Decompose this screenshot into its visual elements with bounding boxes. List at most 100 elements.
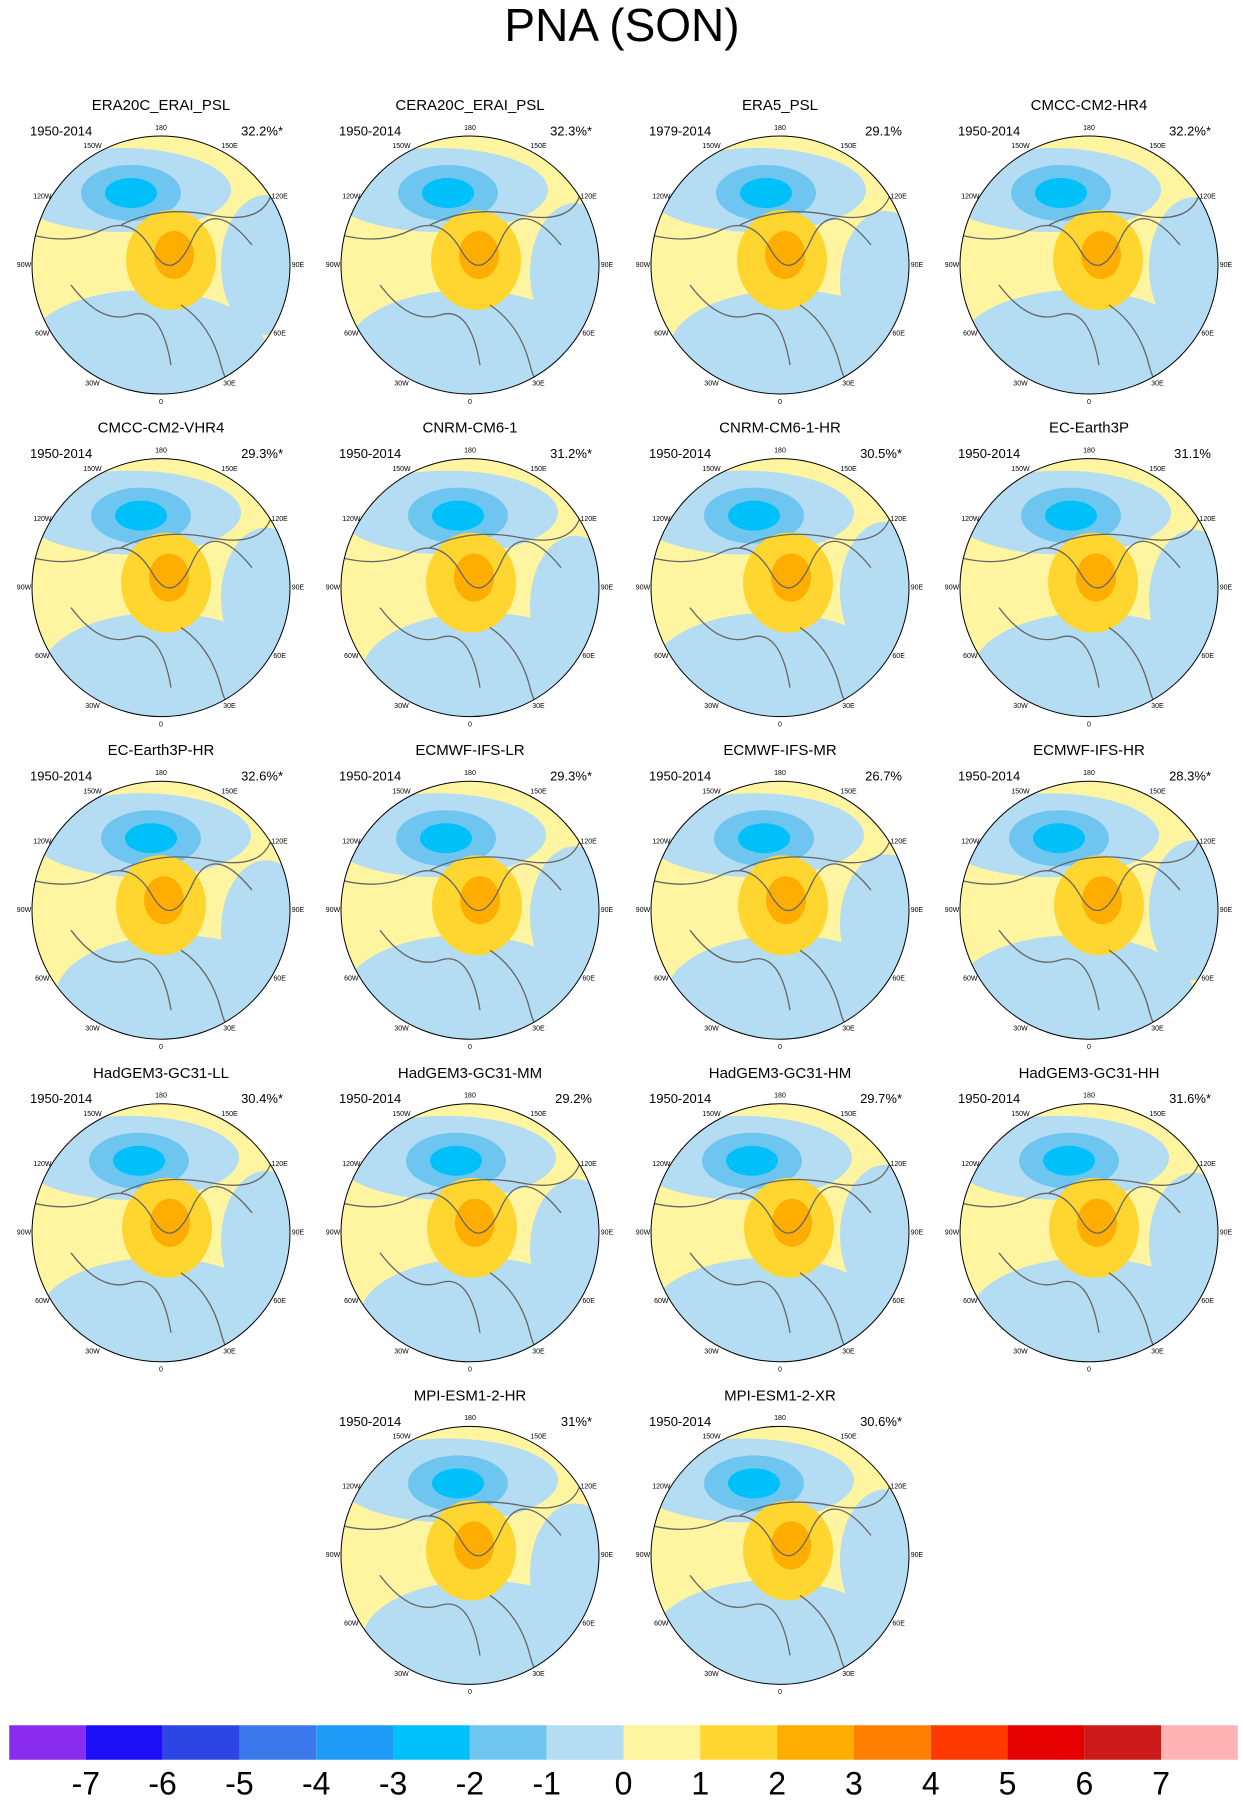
coastline xyxy=(341,839,581,1038)
map-border xyxy=(340,780,600,1040)
map-border xyxy=(31,458,291,718)
coastline xyxy=(651,1162,891,1361)
longitude-label: 150E xyxy=(840,466,857,473)
longitude-label: 120W xyxy=(961,1161,980,1168)
longitude-label: 150W xyxy=(83,788,102,795)
panel-period: 1950-2014 xyxy=(339,123,401,138)
longitude-label: 120W xyxy=(961,516,980,523)
low-core xyxy=(125,823,177,854)
colorbar-border xyxy=(8,1724,1239,1761)
longitude-label: 30W xyxy=(85,1348,100,1355)
longitude-label: 0 xyxy=(1087,1367,1091,1374)
longitude-label: 150W xyxy=(1011,143,1030,150)
longitude-label: 30E xyxy=(842,1026,855,1033)
longitude-label: 30E xyxy=(223,380,236,387)
panel-period: 1950-2014 xyxy=(958,769,1020,784)
high-core xyxy=(150,1198,190,1247)
longitude-label: 90W xyxy=(945,584,960,591)
panel-variance: 26.7% xyxy=(865,769,902,784)
negative-region xyxy=(840,1489,909,1630)
panel-period: 1979-2014 xyxy=(649,123,711,138)
colorbar-box xyxy=(316,1725,394,1760)
longitude-label: 90E xyxy=(292,262,305,269)
panel-variance: 32.2%* xyxy=(241,123,283,138)
longitude-label: 30W xyxy=(704,703,719,710)
longitude-label: 60W xyxy=(344,1621,359,1628)
map-border xyxy=(650,780,910,1040)
panel-variance: 31.6%* xyxy=(1169,1091,1211,1106)
coastline xyxy=(32,517,272,715)
longitude-label: 30E xyxy=(1151,703,1164,710)
longitude-label: 30E xyxy=(532,703,545,710)
longitude-label: 150E xyxy=(840,1434,857,1441)
colorbar-box xyxy=(700,1725,778,1760)
colorbar-box xyxy=(930,1725,1008,1760)
longitude-label: 60E xyxy=(892,976,905,983)
longitude-label: 120E xyxy=(890,1484,907,1491)
longitude-label: 90W xyxy=(326,907,341,914)
longitude-label: 150W xyxy=(392,1111,411,1118)
panel-period: 1950-2014 xyxy=(339,446,401,461)
high-core xyxy=(1076,553,1116,602)
map-panel: EC-Earth3P 1950-2014 31.1% 0 30E 60E 90E 120E 15… xyxy=(945,420,1233,729)
panel-variance: 29.2% xyxy=(555,1091,592,1106)
panel-title: HadGEM3-GC31-MM xyxy=(398,1065,542,1082)
panel-variance: 29.1% xyxy=(865,123,902,138)
map-panel: ECMWF-IFS-LR 1950-2014 29.3%* 0 30E 60E 90E 120… xyxy=(326,742,614,1051)
longitude-label: 180 xyxy=(1083,125,1095,132)
high-core xyxy=(772,1198,812,1247)
longitude-label: 150E xyxy=(840,1111,857,1118)
longitude-label: 60W xyxy=(344,976,359,983)
longitude-label: 60E xyxy=(273,976,286,983)
longitude-label: 0 xyxy=(468,721,472,728)
longitude-label: 90E xyxy=(601,584,614,591)
colorbar-label: -5 xyxy=(225,1765,253,1801)
negative-region xyxy=(840,211,909,351)
high-core xyxy=(455,1198,495,1247)
longitude-label: 90E xyxy=(911,262,924,269)
longitude-label: 60E xyxy=(273,330,286,337)
colorbar-label: 7 xyxy=(1152,1765,1170,1801)
map-fill xyxy=(32,1103,290,1362)
colorbar-label: -1 xyxy=(532,1765,560,1801)
longitude-label: 120E xyxy=(1199,193,1216,200)
longitude-label: 30W xyxy=(1013,1026,1028,1033)
negative-region xyxy=(530,1178,599,1319)
longitude-label: 150W xyxy=(702,1111,721,1118)
panel-period: 1950-2014 xyxy=(649,769,711,784)
colorbar-box xyxy=(1084,1725,1162,1760)
longitude-label: 0 xyxy=(468,1044,472,1051)
longitude-label: 180 xyxy=(1083,447,1095,454)
longitude-label: 180 xyxy=(1083,1093,1095,1100)
longitude-label: 150W xyxy=(392,143,411,150)
low-core xyxy=(115,500,167,531)
coastline xyxy=(32,1162,272,1361)
longitude-label: 60E xyxy=(1201,1298,1214,1305)
coastline xyxy=(651,1485,891,1683)
longitude-label: 180 xyxy=(774,770,786,777)
longitude-label: 90E xyxy=(1220,262,1233,269)
map-panel: MPI-ESM1-2-XR 1950-2014 30.6%* 0 30E 60E 90E 12… xyxy=(636,1387,924,1696)
longitude-label: 150E xyxy=(1149,788,1166,795)
colorbar-box xyxy=(469,1725,547,1760)
longitude-label: 90W xyxy=(326,1552,341,1559)
colorbar-label: 4 xyxy=(922,1765,940,1801)
colorbar-label: -7 xyxy=(72,1765,100,1801)
map-border xyxy=(959,458,1219,718)
map-fill xyxy=(651,1103,909,1362)
high-core xyxy=(454,1521,494,1570)
longitude-label: 180 xyxy=(464,447,476,454)
coastline xyxy=(341,517,581,715)
longitude-label: 90W xyxy=(17,584,32,591)
longitude-label: 120E xyxy=(580,193,597,200)
panel-variance: 32.3%* xyxy=(550,123,592,138)
map-panel: ERA5_PSL 1979-2014 29.1% 0 30E 60E 90E 120E 150E… xyxy=(636,97,924,406)
longitude-label: 150E xyxy=(530,1434,547,1441)
panel-period: 1950-2014 xyxy=(958,1091,1020,1106)
low-core xyxy=(740,178,792,208)
high-core xyxy=(454,553,494,602)
low-core xyxy=(726,1145,778,1176)
high-core xyxy=(154,231,194,279)
longitude-label: 120W xyxy=(652,1161,671,1168)
map-panel: CERA20C_ERAI_PSL 1950-2014 32.3%* 0 30E 60E 90… xyxy=(326,97,614,406)
